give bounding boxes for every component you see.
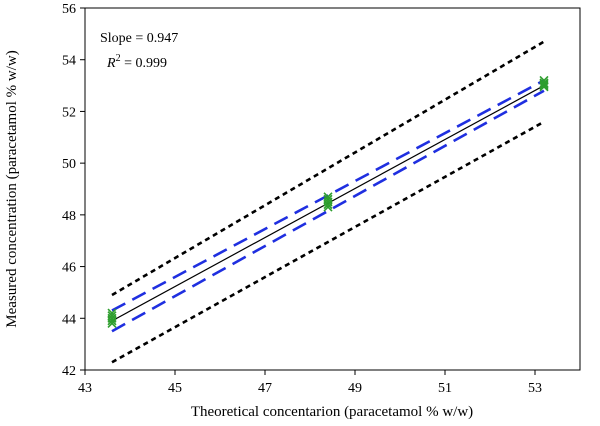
- y-tick-label: 44: [62, 312, 76, 327]
- data-point: [539, 78, 549, 88]
- y-tick-label: 54: [62, 54, 76, 69]
- y-axis-ticks: 42 44 46 48 50 52 54 56: [62, 2, 85, 379]
- confidence-upper-line: [111, 79, 545, 312]
- x-tick-label: 45: [168, 381, 182, 396]
- regression-line: [111, 85, 545, 322]
- data-points: [107, 75, 549, 329]
- r-symbol: R: [106, 56, 116, 71]
- y-tick-label: 52: [62, 105, 76, 120]
- r-exponent: 2: [116, 53, 121, 64]
- x-tick-label: 49: [348, 381, 362, 396]
- data-point: [107, 311, 117, 321]
- r-value: = 0.999: [121, 56, 167, 71]
- data-point: [539, 75, 549, 85]
- plot-frame: [84, 7, 581, 371]
- x-axis-ticks: 43 45 47 49 51 53: [78, 370, 542, 396]
- x-tick-label: 53: [528, 381, 542, 396]
- y-tick-label: 46: [62, 261, 76, 276]
- x-axis-title: Theoretical concentarion (paracetamol % …: [191, 404, 473, 420]
- r-squared-annotation: R2 = 0.999: [106, 53, 167, 71]
- y-tick-label: 48: [62, 209, 76, 224]
- x-tick-label: 47: [258, 381, 272, 396]
- y-tick-label: 50: [62, 157, 76, 172]
- y-tick-label: 56: [62, 2, 76, 17]
- data-point: [323, 192, 333, 202]
- data-point: [539, 79, 549, 89]
- prediction-upper-line: [111, 40, 545, 297]
- confidence-lower-line: [111, 89, 545, 333]
- slope-annotation: Slope = 0.947: [100, 31, 178, 46]
- prediction-lower-line: [111, 120, 545, 364]
- fit-lines: [111, 40, 545, 364]
- y-axis-title: Measured concentration (paracetamol % w/…: [4, 50, 20, 327]
- data-point: [107, 308, 117, 318]
- data-point: [323, 194, 333, 204]
- y-tick-label: 42: [62, 364, 76, 379]
- x-tick-label: 51: [438, 381, 452, 396]
- x-tick-label: 43: [78, 381, 92, 396]
